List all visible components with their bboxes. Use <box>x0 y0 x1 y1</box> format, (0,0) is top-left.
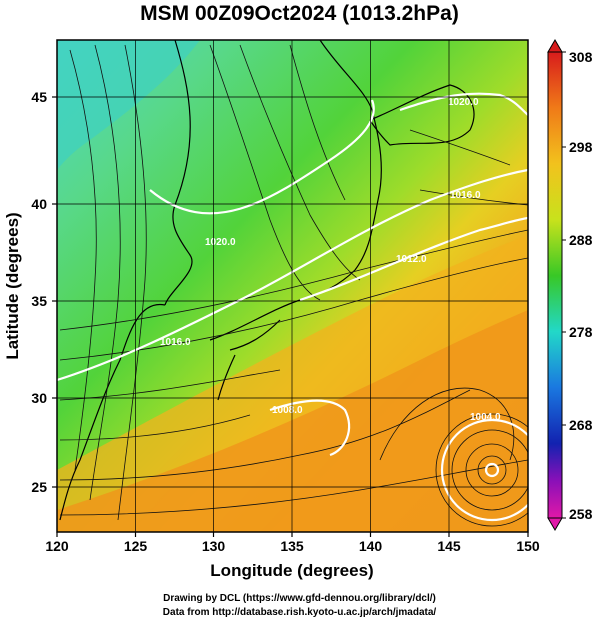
y-tick-label: 45 <box>31 89 47 105</box>
x-tick-marks <box>56 532 529 537</box>
x-tick-label: 145 <box>437 538 461 554</box>
graticule <box>57 40 528 532</box>
x-tick-label: 150 <box>516 538 540 554</box>
x-tick-label: 135 <box>280 538 304 554</box>
colorbar-label: 278 <box>569 324 593 340</box>
colorbar-label: 298 <box>569 139 593 155</box>
y-tick-label: 35 <box>31 293 47 309</box>
isobar-label: 1016.0 <box>160 337 191 348</box>
credit-text: Drawing by DCL (https://www.gfd-dennou.o… <box>0 592 599 620</box>
map-title: MSM 00Z09Oct2024 (1013.2hPa) <box>140 2 459 25</box>
credit-data-source: Data from http://database.rish.kyoto-u.a… <box>162 607 437 618</box>
isobar-label: 1020.0 <box>448 97 479 108</box>
colorbar-label: 308 <box>569 49 593 65</box>
typhoon-circulation <box>435 413 528 527</box>
x-tick-label: 140 <box>359 538 383 554</box>
hot-region <box>57 310 528 532</box>
isobars <box>57 92 528 522</box>
isobar-label: 1016.0 <box>450 190 481 201</box>
plot-area: 1020.0 1016.0 1012.0 1020.0 1016.0 1008.… <box>57 40 528 532</box>
cool-region <box>57 40 200 170</box>
colorbar: 308 298 288 278 268 258 <box>547 39 593 531</box>
isobar-label: 1020.0 <box>205 237 236 248</box>
x-tick-label: 120 <box>45 538 69 554</box>
y-tick-label: 25 <box>31 479 47 495</box>
colorbar-bottom-arrow <box>547 517 563 531</box>
y-tick-marks <box>52 96 57 488</box>
isobar-label: 1008.0 <box>272 405 303 416</box>
y-tick-label: 40 <box>31 196 47 212</box>
colorbar-label: 258 <box>569 506 593 522</box>
isobar-label: 1012.0 <box>396 254 427 265</box>
isobar-label: 1004.0 <box>470 412 501 423</box>
colorbar-top-arrow <box>547 39 563 53</box>
y-axis-title: Latitude (degrees) <box>3 212 22 359</box>
x-axis-title: Longitude (degrees) <box>210 561 373 580</box>
y-tick-label: 30 <box>31 390 47 406</box>
credit-drawing: Drawing by DCL (https://www.gfd-dennou.o… <box>163 593 436 604</box>
colorbar-label: 268 <box>569 417 593 433</box>
x-tick-label: 125 <box>124 538 148 554</box>
x-tick-label: 130 <box>202 538 226 554</box>
colorbar-label: 288 <box>569 232 593 248</box>
colorbar-ramp <box>547 51 563 519</box>
